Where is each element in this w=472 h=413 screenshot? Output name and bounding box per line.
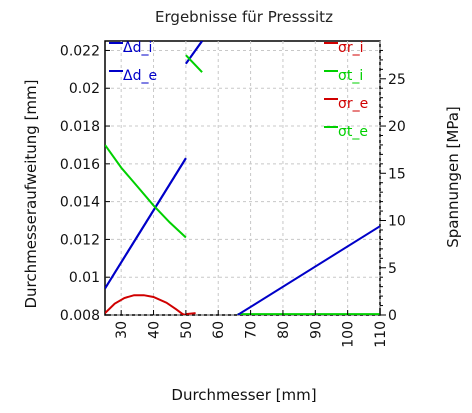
y-left-tick-label: 0.012 [60,232,100,248]
y-right-axis-label: Spannungen [MPa] [444,106,462,248]
y-left-axis-label: Durchmesseraufweitung [mm] [22,79,40,308]
x-tick-label: 60 [211,321,227,339]
series-line-Δd_e [105,157,187,290]
series-line-Δd_e [185,41,203,65]
y-right-tick-label: 15 [388,166,406,182]
x-tick-label: 30 [114,321,130,339]
y-left-tick-label: 0.01 [69,270,100,286]
y-left-tick-label: 0.008 [60,308,100,324]
y-right-tick-label: 20 [388,119,406,135]
series-line-σt_i [105,144,187,239]
x-tick-label: 90 [308,321,324,339]
series-layer [105,41,380,315]
y-left-tick-label: 0.022 [60,43,100,59]
x-tick-label: 70 [244,321,260,339]
series-line-unlabeled-6 [237,225,380,315]
y-left-tick-label: 0.014 [60,195,100,211]
y-left-tick-label: 0.02 [69,81,100,97]
y-left-axis-ticks: 0.008 0.01 0.012 0.014 0.016 0.018 0.02 0.022 [60,43,110,324]
legend-entry: σr_e [338,96,368,112]
x-tick-label: 80 [276,321,292,339]
x-axis-label: Durchmesser [mm] [171,386,316,404]
y-right-tick-label: 25 [388,72,406,88]
series-line-σt_i [185,54,203,73]
chart-title: Ergebnisse für Presssitz [155,8,333,26]
series-line-σr_i [105,294,187,315]
x-axis-ticks: 30 40 50 60 70 80 90 100 110 [114,310,389,348]
legend-entry: Δd_i [123,40,152,56]
legend-left: Δd_i Δd_e [109,40,157,84]
y-right-tick-label: 5 [388,261,397,277]
y-left-tick-label: 0.018 [60,119,100,135]
x-tick-label: 100 [341,321,357,348]
y-right-tick-label: 0 [388,308,397,324]
x-tick-label: 110 [373,321,389,348]
legend-entry: σt_e [338,124,368,140]
legend-entry: σr_i [338,40,364,56]
legend-entry: σt_i [338,68,363,84]
y-right-axis-ticks: 0 5 10 15 20 25 [380,49,406,324]
x-tick-label: 40 [147,321,163,339]
series-line-σr_i [185,312,196,315]
y-right-tick-label: 10 [388,214,406,230]
x-tick-label: 50 [179,321,195,339]
y-left-tick-label: 0.016 [60,157,100,173]
legend-entry: Δd_e [123,68,157,84]
legend-right: σr_i σt_i σr_e σt_e [324,40,368,140]
